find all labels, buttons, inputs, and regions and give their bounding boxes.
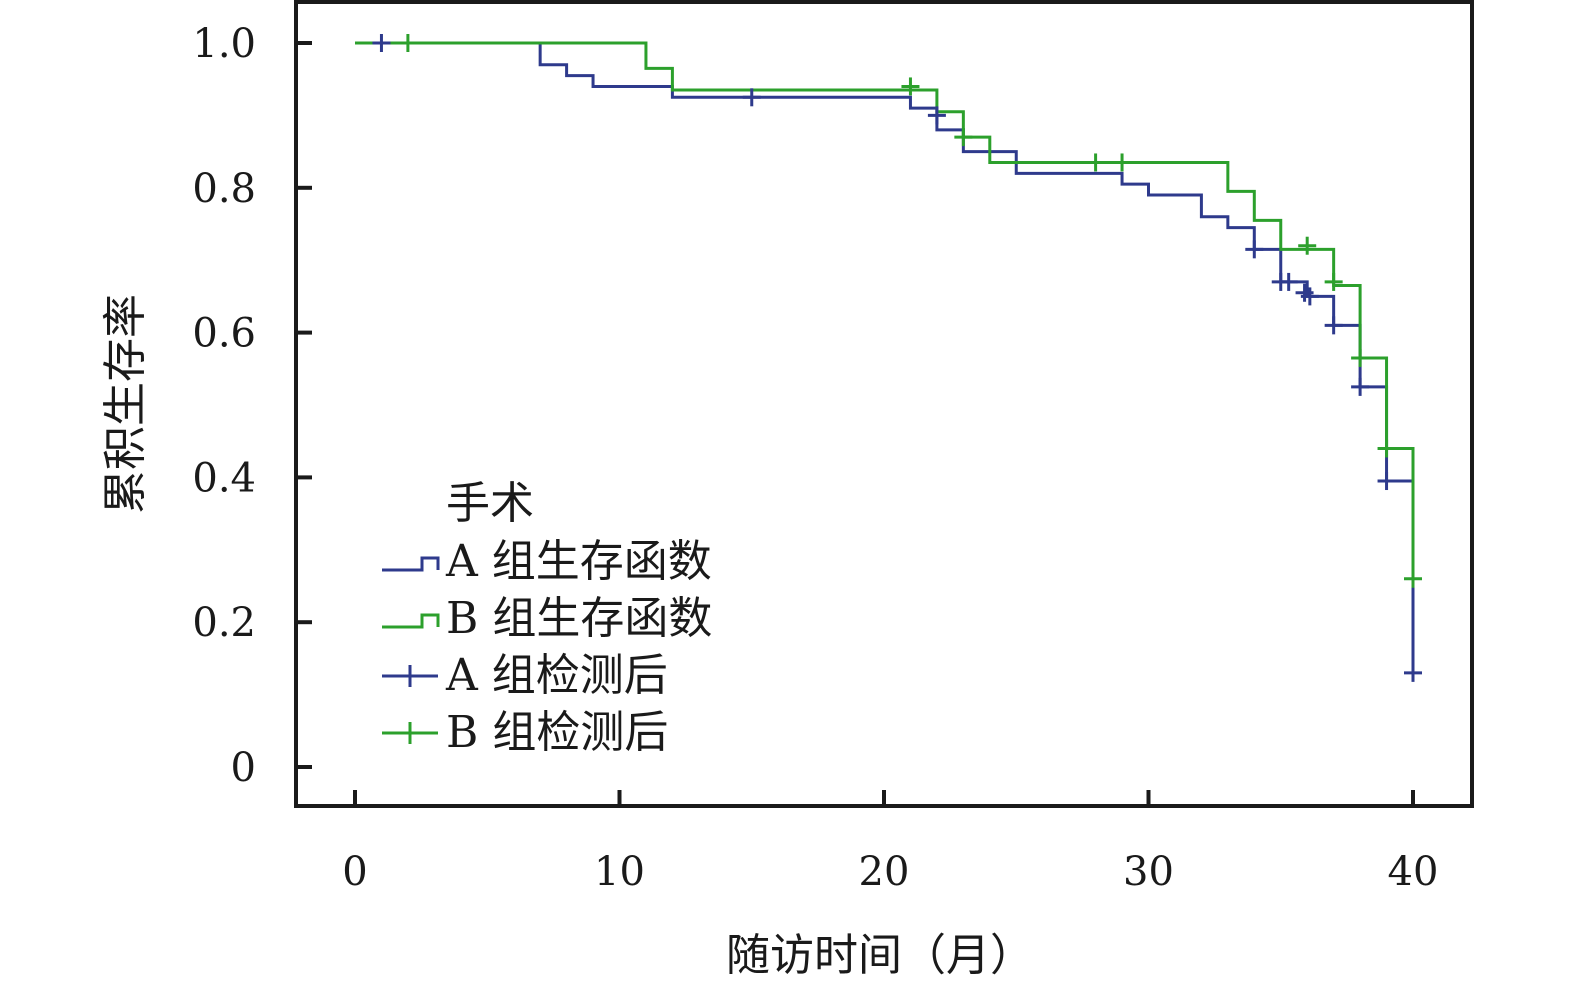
legend-item: B 组检测后 <box>382 707 668 758</box>
x-tick-label: 10 <box>594 849 645 895</box>
legend: 手术 A 组生存函数 B 组生存函数 A 组检测后 B 组检测后 <box>382 478 712 758</box>
survival-curve-group-a <box>355 41 1415 673</box>
censor-marker <box>1113 153 1132 172</box>
censor-marker <box>1279 272 1298 291</box>
censor-marker <box>1086 153 1105 172</box>
y-tick-label: 0.2 <box>192 600 256 646</box>
legend-item: B 组生存函数 <box>382 593 712 644</box>
censor-marker <box>954 128 973 147</box>
x-tick-label: 30 <box>1123 849 1174 895</box>
censor-marker <box>742 88 761 107</box>
y-axis: 0 0.2 0.4 0.6 0.8 1.0 <box>192 21 312 791</box>
x-tick-label: 20 <box>859 849 910 895</box>
legend-item: A 组生存函数 <box>382 536 712 587</box>
censor-marker <box>372 34 391 52</box>
censor-marker <box>1351 377 1370 396</box>
censor-marker <box>1298 236 1317 255</box>
censor-markers-layer <box>372 34 1422 682</box>
censor-marker <box>1300 287 1319 306</box>
y-tick-label: 0.4 <box>192 455 256 501</box>
censor-marker <box>1377 439 1396 458</box>
legend-step-swatch <box>382 556 440 572</box>
censor-marker <box>901 77 920 96</box>
censor-marker <box>1324 272 1343 291</box>
y-axis-title: 累积生存率 <box>100 294 151 514</box>
censor-marker <box>927 106 946 125</box>
y-tick-label: 0 <box>231 745 256 791</box>
x-axis-title: 随访时间（月） <box>726 930 1034 981</box>
y-tick-label: 1.0 <box>192 21 256 67</box>
legend-item: A 组检测后 <box>382 650 668 701</box>
censor-marker <box>1404 663 1422 682</box>
censor-marker <box>1351 348 1370 367</box>
legend-items: A 组生存函数 B 组生存函数 A 组检测后 B 组检测后 <box>382 536 712 758</box>
legend-title: 手术 <box>446 478 534 529</box>
legend-label: B 组检测后 <box>446 707 668 758</box>
x-tick-label: 0 <box>342 849 367 895</box>
censor-marker <box>1377 472 1396 491</box>
censor-marker <box>1324 316 1343 335</box>
x-tick-label: 40 <box>1388 849 1439 895</box>
y-tick-label: 0.6 <box>192 311 256 357</box>
legend-label: A 组生存函数 <box>445 536 712 587</box>
y-tick-label: 0.8 <box>192 166 256 212</box>
censor-marker <box>1245 240 1264 259</box>
legend-label: B 组生存函数 <box>446 593 712 644</box>
censor-marker <box>398 34 417 52</box>
legend-step-swatch <box>382 613 440 629</box>
censor-marker <box>1404 569 1422 588</box>
x-axis: 0 10 20 30 40 <box>342 790 1438 895</box>
legend-label: A 组检测后 <box>445 650 668 701</box>
